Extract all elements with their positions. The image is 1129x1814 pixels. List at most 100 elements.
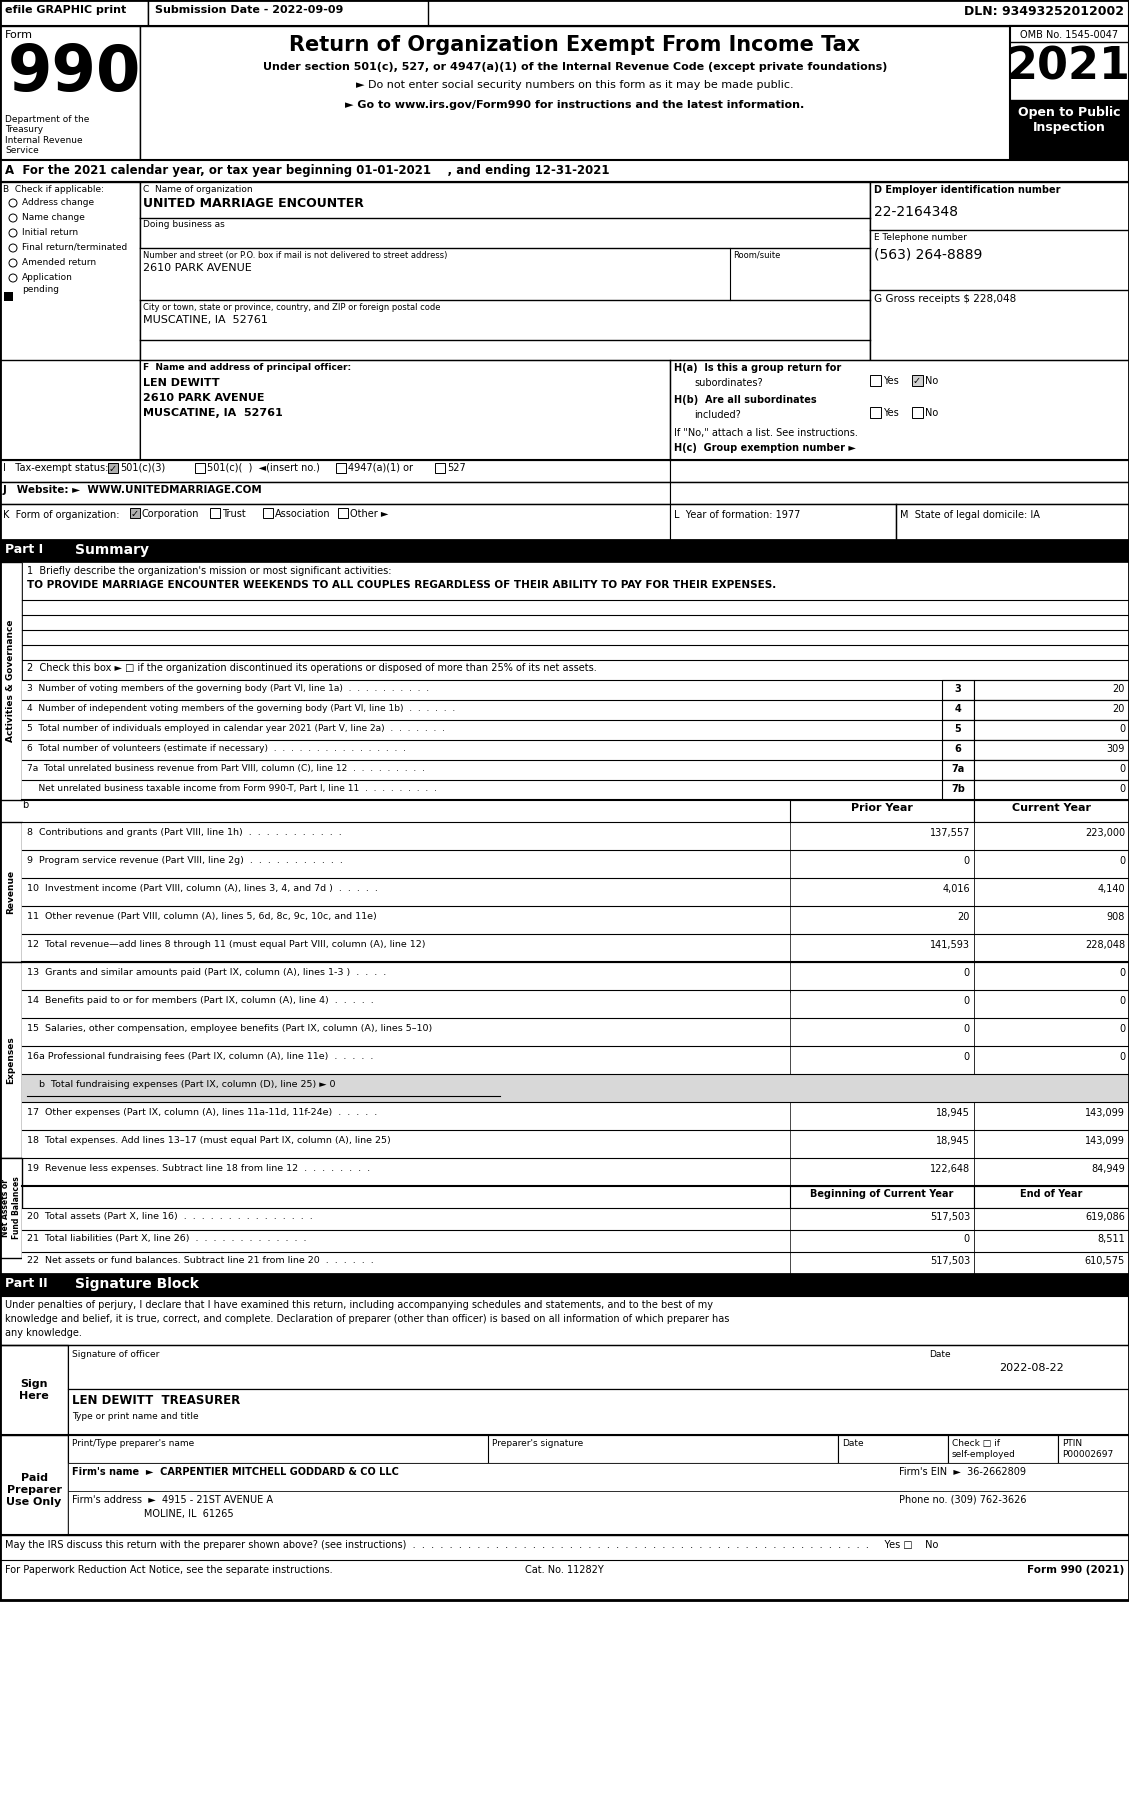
Text: 610,575: 610,575 — [1085, 1255, 1124, 1266]
Bar — [790, 905, 974, 934]
Bar — [974, 720, 1129, 740]
Text: Beginning of Current Year: Beginning of Current Year — [811, 1188, 954, 1199]
Text: 13  Grants and similar amounts paid (Part IX, column (A), lines 1-3 )  .  .  .  : 13 Grants and similar amounts paid (Part… — [27, 969, 386, 978]
Text: 16a Professional fundraising fees (Part IX, column (A), line 11e)  .  .  .  .  .: 16a Professional fundraising fees (Part … — [27, 1052, 374, 1061]
Text: D Employer identification number: D Employer identification number — [874, 185, 1060, 194]
Text: 5  Total number of individuals employed in calendar year 2021 (Part V, line 2a) : 5 Total number of individuals employed i… — [27, 724, 445, 733]
Bar — [974, 700, 1129, 720]
Bar — [974, 680, 1129, 700]
Text: Final return/terminated: Final return/terminated — [21, 243, 128, 252]
Text: DLN: 93493252012002: DLN: 93493252012002 — [964, 5, 1124, 18]
Text: self-employed: self-employed — [952, 1449, 1016, 1458]
Text: 122,648: 122,648 — [930, 1165, 970, 1174]
Bar — [21, 851, 790, 878]
Text: included?: included? — [694, 410, 741, 421]
Bar — [435, 463, 445, 473]
Bar — [21, 660, 1129, 680]
Text: 17  Other expenses (Part IX, column (A), lines 11a-11d, 11f-24e)  .  .  .  .  .: 17 Other expenses (Part IX, column (A), … — [27, 1108, 377, 1117]
Text: Address change: Address change — [21, 198, 94, 207]
Bar — [21, 1130, 790, 1157]
Text: 9  Program service revenue (Part VIII, line 2g)  .  .  .  .  .  .  .  .  .  .  .: 9 Program service revenue (Part VIII, li… — [27, 856, 343, 865]
Text: Amended return: Amended return — [21, 258, 96, 267]
Text: City or town, state or province, country, and ZIP or foreign postal code: City or town, state or province, country… — [143, 303, 440, 312]
Text: Under section 501(c), 527, or 4947(a)(1) of the Internal Revenue Code (except pr: Under section 501(c), 527, or 4947(a)(1)… — [263, 62, 887, 73]
Text: 4,016: 4,016 — [943, 883, 970, 894]
Text: LEN DEWITT: LEN DEWITT — [143, 377, 220, 388]
Bar — [0, 1535, 1129, 1600]
Bar — [974, 1208, 1129, 1230]
Text: 4,140: 4,140 — [1097, 883, 1124, 894]
Text: 141,593: 141,593 — [930, 940, 970, 951]
Bar — [790, 961, 974, 990]
Bar — [790, 800, 974, 822]
Text: any knowledge.: any knowledge. — [5, 1328, 82, 1339]
Text: 0: 0 — [1119, 1023, 1124, 1034]
Bar — [669, 461, 1129, 483]
Text: 0: 0 — [964, 996, 970, 1007]
Text: efile GRAPHIC print: efile GRAPHIC print — [5, 5, 126, 15]
Text: 527: 527 — [447, 463, 466, 473]
Bar — [0, 461, 669, 483]
Bar — [974, 990, 1129, 1018]
Bar — [669, 359, 1129, 461]
Text: K  Form of organization:: K Form of organization: — [3, 510, 120, 521]
Text: 20  Total assets (Part X, line 16)  .  .  .  .  .  .  .  .  .  .  .  .  .  .  .: 20 Total assets (Part X, line 16) . . . … — [27, 1212, 313, 1221]
Text: TO PROVIDE MARRIAGE ENCOUNTER WEEKENDS TO ALL COUPLES REGARDLESS OF THEIR ABILIT: TO PROVIDE MARRIAGE ENCOUNTER WEEKENDS T… — [27, 580, 777, 590]
Text: Check □ if: Check □ if — [952, 1439, 1000, 1448]
Text: 0: 0 — [964, 969, 970, 978]
Text: knowledge and belief, it is true, correct, and complete. Declaration of preparer: knowledge and belief, it is true, correc… — [5, 1313, 729, 1324]
Text: Association: Association — [275, 510, 331, 519]
Text: P00002697: P00002697 — [1062, 1449, 1113, 1458]
Bar — [974, 1186, 1129, 1208]
Bar — [68, 1491, 1129, 1535]
Bar — [912, 375, 924, 386]
Text: 223,000: 223,000 — [1085, 827, 1124, 838]
Bar — [21, 1157, 790, 1186]
Text: 0: 0 — [1119, 764, 1124, 775]
Text: 14  Benefits paid to or for members (Part IX, column (A), line 4)  .  .  .  .  .: 14 Benefits paid to or for members (Part… — [27, 996, 374, 1005]
Text: Name change: Name change — [21, 212, 85, 221]
Bar — [0, 181, 140, 461]
Bar — [870, 375, 881, 386]
Bar — [210, 508, 220, 519]
Text: Prior Year: Prior Year — [851, 804, 913, 813]
Text: 2022-08-22: 2022-08-22 — [999, 1362, 1064, 1373]
Text: 619,086: 619,086 — [1085, 1212, 1124, 1223]
Bar — [948, 1435, 1058, 1464]
Text: Current Year: Current Year — [1012, 804, 1091, 813]
Bar — [896, 504, 1129, 541]
Text: H(a)  Is this a group return for: H(a) Is this a group return for — [674, 363, 841, 374]
Bar — [338, 508, 348, 519]
Text: 18  Total expenses. Add lines 13–17 (must equal Part IX, column (A), line 25): 18 Total expenses. Add lines 13–17 (must… — [27, 1136, 391, 1145]
Bar — [0, 181, 1129, 461]
Text: Corporation: Corporation — [142, 510, 200, 519]
Text: 8  Contributions and grants (Part VIII, line 1h)  .  .  .  .  .  .  .  .  .  .  : 8 Contributions and grants (Part VIII, l… — [27, 827, 342, 836]
Text: Date: Date — [929, 1350, 951, 1359]
Bar — [942, 680, 974, 700]
Text: I   Tax-exempt status:: I Tax-exempt status: — [3, 463, 108, 473]
Text: ✓: ✓ — [131, 510, 139, 519]
Text: Room/suite: Room/suite — [733, 250, 780, 259]
Bar — [974, 934, 1129, 961]
Text: 0: 0 — [1119, 996, 1124, 1007]
Bar — [790, 822, 974, 851]
Bar — [263, 508, 273, 519]
Text: 3  Number of voting members of the governing body (Part VI, line 1a)  .  .  .  .: 3 Number of voting members of the govern… — [27, 684, 429, 693]
Bar — [0, 1295, 1129, 1500]
Text: Signature Block: Signature Block — [75, 1277, 199, 1292]
Bar — [942, 700, 974, 720]
Text: A  For the 2021 calendar year, or tax year beginning 01-01-2021    , and ending : A For the 2021 calendar year, or tax yea… — [5, 163, 610, 178]
Bar — [68, 1435, 842, 1464]
Text: 990: 990 — [8, 42, 141, 103]
Bar — [790, 1130, 974, 1157]
Bar — [974, 740, 1129, 760]
Bar — [130, 508, 140, 519]
Text: 2610 PARK AVENUE: 2610 PARK AVENUE — [143, 263, 252, 272]
Bar — [0, 822, 21, 961]
Bar — [0, 541, 1129, 562]
Bar — [974, 905, 1129, 934]
Bar — [1010, 100, 1129, 160]
Bar — [974, 1018, 1129, 1047]
Text: 0: 0 — [1119, 724, 1124, 735]
Text: L  Year of formation: 1977: L Year of formation: 1977 — [674, 510, 800, 521]
